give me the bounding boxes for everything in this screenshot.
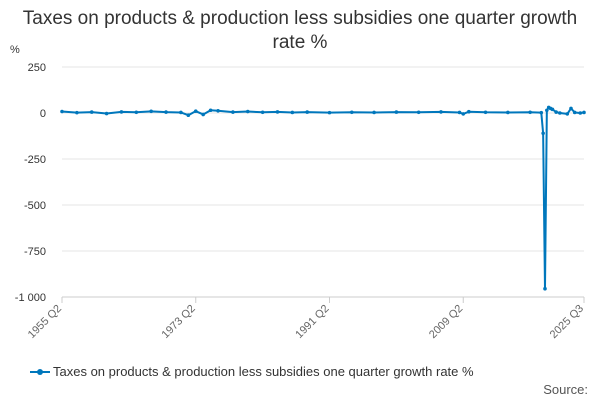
legend-series-label: Taxes on products & production less subs… <box>53 364 474 379</box>
data-point[interactable] <box>260 110 265 115</box>
data-point[interactable] <box>461 112 466 116</box>
y-tick-label: -1 000 <box>15 292 46 304</box>
data-point[interactable] <box>582 110 586 115</box>
x-axis-ticks: 1955 Q2 1973 Q2 1991 Q2 2009 Q2 2025 Q3 <box>26 297 586 341</box>
legend[interactable]: Taxes on products & production less subs… <box>30 364 474 379</box>
data-point[interactable] <box>543 286 547 291</box>
data-point[interactable] <box>327 110 332 115</box>
data-point[interactable] <box>231 110 235 114</box>
x-tick-label: 1955 Q2 <box>26 303 64 341</box>
x-tick-label: 1991 Q2 <box>293 303 331 341</box>
y-tick-label: -500 <box>24 200 46 212</box>
data-point[interactable] <box>528 110 532 115</box>
y-tick-label: 0 <box>40 108 46 120</box>
data-point[interactable] <box>506 110 510 115</box>
data-point[interactable] <box>569 106 573 111</box>
data-point[interactable] <box>565 112 570 116</box>
data-point[interactable] <box>290 110 295 115</box>
data-point[interactable] <box>558 111 562 115</box>
data-point[interactable] <box>372 110 376 115</box>
data-point[interactable] <box>483 110 488 115</box>
data-point[interactable] <box>164 110 168 114</box>
data-point[interactable] <box>550 107 555 112</box>
x-tick-label: 2025 Q3 <box>548 303 586 341</box>
data-point[interactable] <box>245 109 250 114</box>
legend-line-marker-icon <box>30 367 50 377</box>
y-tick-label: 250 <box>28 62 46 74</box>
data-point[interactable] <box>467 109 471 114</box>
data-point[interactable] <box>275 110 280 114</box>
y-axis-ticks: 250 0 -250 -500 -750 -1 000 <box>15 62 46 304</box>
data-point[interactable] <box>149 109 153 114</box>
data-point[interactable] <box>554 110 558 114</box>
data-point[interactable] <box>193 109 198 113</box>
data-point[interactable] <box>541 131 545 136</box>
data-point[interactable] <box>539 110 544 115</box>
data-point[interactable] <box>578 111 583 115</box>
data-point[interactable] <box>439 110 443 114</box>
data-point[interactable] <box>216 108 220 113</box>
data-point[interactable] <box>60 109 64 114</box>
data-point[interactable] <box>305 110 310 114</box>
y-tick-label: -250 <box>24 154 46 166</box>
x-tick-label: 2009 Q2 <box>427 303 465 341</box>
y-tick-label: -750 <box>24 246 46 258</box>
data-point[interactable] <box>545 108 549 113</box>
data-point[interactable] <box>179 110 183 115</box>
data-point[interactable] <box>75 110 79 115</box>
series-layer <box>60 105 586 291</box>
data-point[interactable] <box>186 113 191 118</box>
chart-title: Taxes on products & production less subs… <box>22 8 578 53</box>
data-point[interactable] <box>457 110 462 115</box>
data-point[interactable] <box>104 111 109 116</box>
y-axis-unit-label: % <box>10 44 20 56</box>
source-label: Source: <box>543 382 588 397</box>
data-point[interactable] <box>572 110 577 115</box>
data-point[interactable] <box>416 110 421 115</box>
gridlines <box>62 66 584 298</box>
data-point[interactable] <box>134 110 139 115</box>
series-line <box>61 106 585 290</box>
data-point[interactable] <box>89 110 94 114</box>
x-tick-label: 1973 Q2 <box>160 303 198 341</box>
data-point[interactable] <box>208 108 213 113</box>
data-point[interactable] <box>349 110 354 115</box>
data-point[interactable] <box>119 110 124 114</box>
data-point[interactable] <box>201 112 205 117</box>
data-point[interactable] <box>394 110 399 114</box>
